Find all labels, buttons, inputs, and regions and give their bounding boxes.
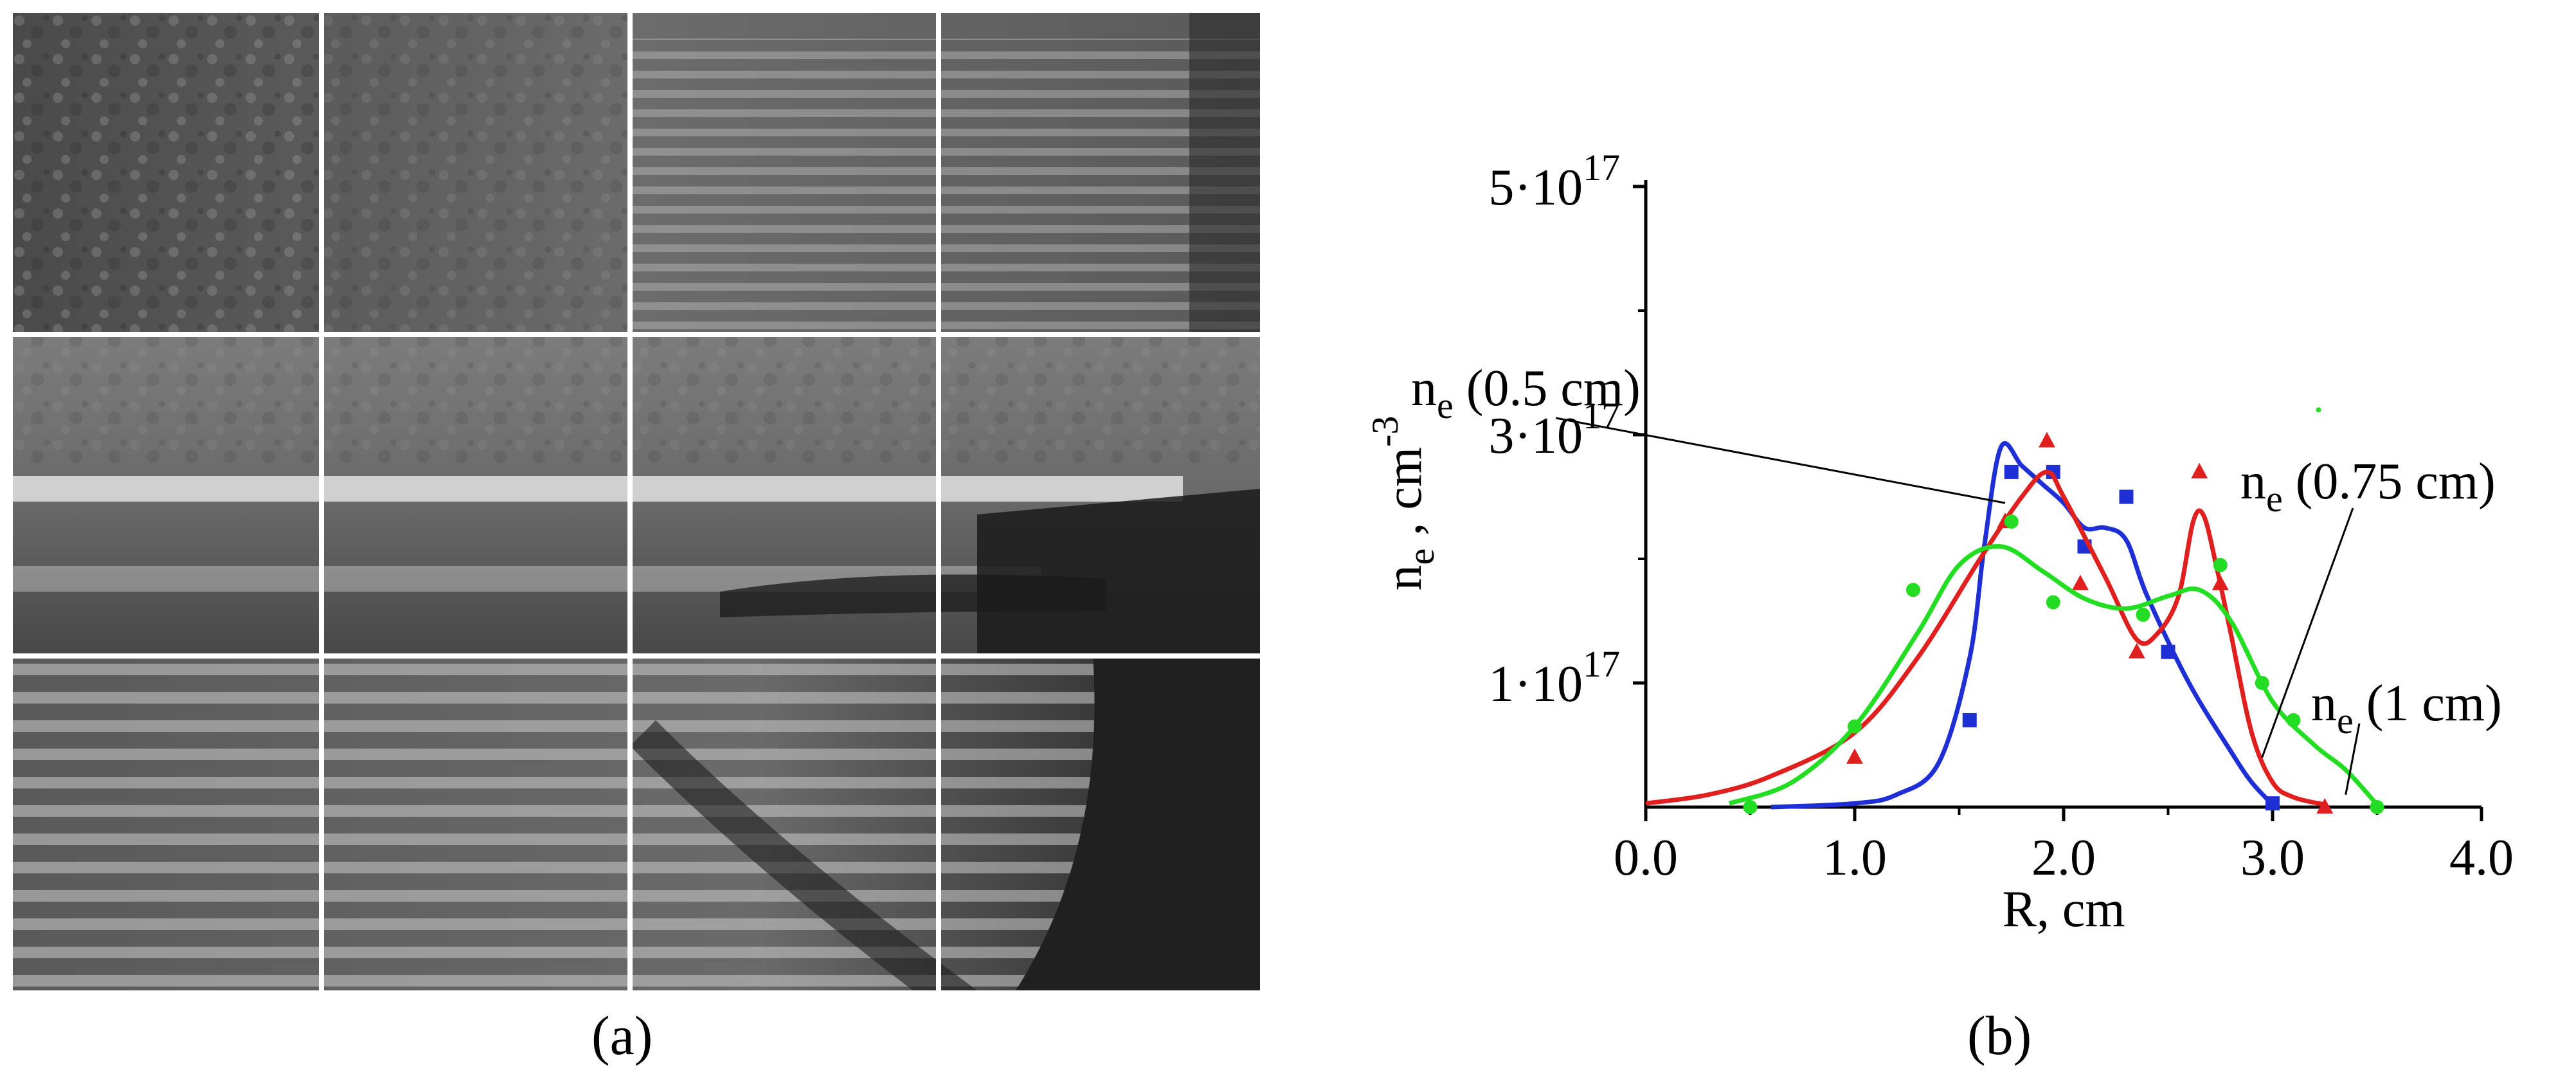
- data-point-triangle: [1846, 748, 1863, 764]
- y-tick-label-base: 1·10: [1488, 656, 1583, 713]
- data-point-square: [2119, 489, 2134, 504]
- series-label-subscript: e: [2266, 478, 2283, 520]
- data-point-triangle: [2191, 462, 2208, 478]
- data-point-square: [2046, 464, 2060, 479]
- x-tick-label: 3.0: [2240, 830, 2305, 886]
- data-point-square: [2161, 644, 2175, 659]
- x-axis-label: R, cm: [2002, 881, 2125, 938]
- panel-a-label: (a): [591, 1005, 653, 1066]
- data-point-circle: [2046, 595, 2060, 610]
- series-label-main: n: [1411, 360, 1437, 417]
- series-label-main: n: [2311, 675, 2337, 732]
- data-point-circle: [1848, 719, 1862, 734]
- data-point-square: [2265, 796, 2280, 811]
- y-tick-label-base: 3·10: [1488, 408, 1583, 464]
- data-point-circle: [2370, 800, 2384, 814]
- chart-labels: ne (0.5 cm)ne (0.75 cm)ne (1 cm): [1411, 360, 2502, 795]
- series-line-0: [1770, 441, 2274, 810]
- data-point-circle: [2004, 514, 2019, 529]
- series-label: ne (1 cm): [2311, 675, 2502, 742]
- series-label-subscript: e: [2337, 700, 2354, 742]
- y-tick-label-exponent: 17: [1583, 643, 1620, 685]
- x-tick-label: 0.0: [1614, 830, 1678, 886]
- panel-b-label: (b): [1967, 1005, 2032, 1066]
- series-line-1: [1645, 469, 2326, 807]
- x-tick-label: 2.0: [2031, 830, 2096, 886]
- y-tick-label: 3·1017: [1488, 395, 1620, 464]
- series-label: ne (0.5 cm): [1411, 360, 1641, 426]
- data-point-circle: [2255, 676, 2269, 690]
- y-tick-label: 5·1017: [1488, 147, 1620, 216]
- data-point-square: [2004, 464, 2019, 479]
- interferogram-image: [13, 13, 1260, 990]
- chart-series: [1645, 407, 2384, 814]
- data-point-circle: [2213, 558, 2228, 572]
- series-label-text: (1 cm): [2354, 675, 2502, 732]
- x-tick-label: 4.0: [2449, 830, 2514, 886]
- series-label-leader: [2345, 723, 2361, 795]
- series-label-text: (0.5 cm): [1454, 360, 1641, 417]
- series-label-leader: [1555, 417, 2006, 504]
- data-point-triangle: [2128, 642, 2145, 659]
- y-axis-label-subscript: e: [1400, 549, 1442, 565]
- data-point-triangle: [2211, 574, 2229, 590]
- x-tick-label: 1.0: [1823, 830, 1887, 886]
- data-point-triangle: [2072, 574, 2089, 590]
- y-axis-label-superscript: -3: [1364, 416, 1406, 447]
- series-label-text: (0.75 cm): [2283, 453, 2496, 510]
- series-line-2: [1728, 544, 2379, 806]
- y-tick-label-base: 5·10: [1488, 159, 1583, 216]
- stray-marker: [2316, 407, 2321, 413]
- y-axis-label-unit: , cm: [1376, 447, 1432, 549]
- y-tick-label: 1·1017: [1488, 643, 1620, 713]
- data-point-circle: [2286, 713, 2301, 727]
- series-label-main: n: [2240, 453, 2266, 510]
- data-point-circle: [1906, 583, 1920, 597]
- y-axis-label: ne , cm-3: [1364, 416, 1442, 591]
- series-label-leader: [2261, 507, 2354, 758]
- data-point-circle: [2136, 607, 2150, 622]
- data-point-circle: [1743, 800, 1758, 814]
- series-label: ne (0.75 cm): [2240, 453, 2496, 520]
- y-axis-label-main: n: [1376, 565, 1432, 590]
- y-tick-label-exponent: 17: [1583, 147, 1620, 188]
- data-point-square: [1962, 713, 1977, 727]
- data-point-triangle: [2316, 798, 2334, 814]
- series-label-subscript: e: [1437, 385, 1454, 426]
- data-point-triangle: [2039, 432, 2055, 448]
